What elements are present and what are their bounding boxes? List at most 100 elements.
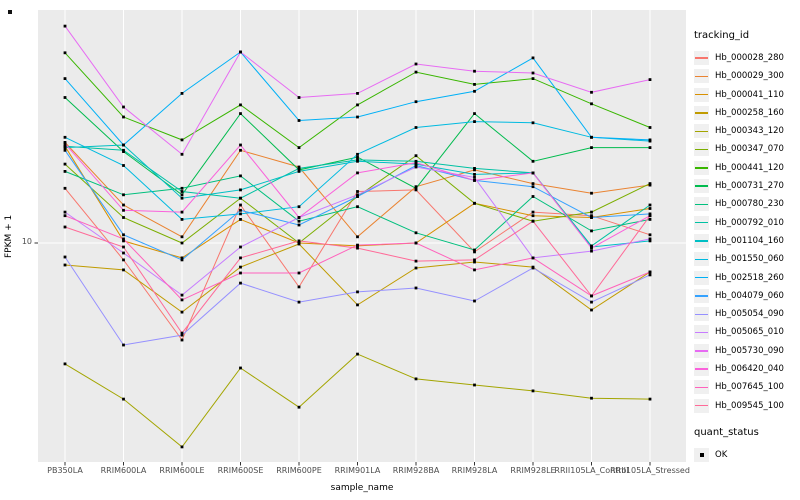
data-point [122, 239, 125, 243]
legend-entry: Hb_005730_090 [694, 343, 800, 358]
legend-key-line-icon [694, 105, 709, 120]
data-point [122, 143, 125, 147]
legend-entry: Hb_000343_120 [694, 124, 800, 139]
data-point [590, 396, 593, 400]
data-point [356, 205, 359, 209]
data-point [63, 77, 67, 80]
data-point [239, 281, 242, 285]
data-point [356, 246, 359, 250]
data-point [239, 196, 242, 200]
legend-key-line-icon [694, 307, 709, 322]
legend-key-line-icon [694, 362, 709, 377]
data-point [648, 138, 652, 142]
data-point [180, 293, 184, 297]
legend-entry: Hb_001550_060 [694, 252, 800, 267]
data-point [531, 195, 535, 198]
x-axis-title: sample_name [330, 483, 394, 493]
data-point [63, 210, 67, 214]
data-point [473, 248, 476, 252]
data-point [473, 112, 476, 115]
data-point [122, 268, 125, 272]
data-point [297, 223, 301, 227]
data-point [122, 343, 125, 347]
data-point [648, 397, 652, 401]
data-point [648, 183, 652, 187]
legend-key-line-icon [694, 288, 709, 303]
data-point [63, 135, 67, 139]
legend-key-line-icon [694, 215, 709, 230]
data-point [531, 266, 535, 270]
legend-key-line-icon [694, 160, 709, 175]
data-point [473, 173, 476, 176]
data-point [239, 245, 242, 249]
data-point [648, 214, 652, 218]
data-point [297, 285, 301, 289]
legend-key-line-icon [694, 197, 709, 212]
data-point [180, 193, 184, 197]
legend-entries-tracking-id: Hb_000028_280 Hb_000029_300 Hb_000041_110 H… [694, 51, 800, 413]
data-point [356, 290, 359, 294]
data-point [63, 362, 67, 366]
x-tick-label: RRIM901LA [334, 466, 381, 475]
data-point [414, 377, 418, 381]
data-point [122, 258, 125, 262]
data-point [590, 191, 593, 195]
data-point [473, 383, 476, 387]
stray-point-marker [8, 10, 12, 14]
data-point [63, 263, 67, 267]
legend-entry: Hb_001104_160 [694, 233, 800, 248]
legend-key-line-icon [694, 380, 709, 395]
data-point [473, 167, 476, 170]
legend-entry-label: Hb_000258_160 [715, 107, 784, 118]
legend-entries-quant-status: OK [694, 447, 800, 462]
legend-key-line-icon [694, 87, 709, 102]
data-point [590, 246, 593, 250]
data-point [473, 299, 476, 303]
legend-entry: Hb_000441_120 [694, 160, 800, 175]
legend-entry-label: Hb_005065_010 [715, 327, 784, 338]
data-point [356, 159, 359, 163]
data-point [648, 239, 652, 243]
data-point [297, 405, 301, 409]
data-point [531, 389, 535, 393]
legend-entry-label: Hb_006420_040 [715, 364, 784, 375]
data-point [122, 245, 125, 249]
data-point [297, 239, 301, 243]
legend-entry: Hb_000792_010 [694, 215, 800, 230]
data-point [122, 251, 125, 255]
x-tick-label: RRIM928BA [392, 466, 440, 475]
data-point [239, 174, 242, 178]
data-point [414, 259, 418, 263]
legend-entry: Hb_006420_040 [694, 362, 800, 377]
legend-entry-label: Hb_000028_280 [715, 53, 784, 63]
legend-entry: Hb_009545_100 [694, 398, 800, 413]
data-point [297, 168, 301, 172]
data-point [239, 148, 242, 152]
data-point [590, 216, 593, 219]
legend-entry: Hb_000347_070 [694, 142, 800, 157]
legend-entry-label: Hb_000343_120 [715, 126, 784, 137]
legend-title-quant-status: quant_status [694, 426, 759, 438]
data-point [239, 218, 242, 221]
data-point [590, 308, 593, 312]
legend-entry-label: Hb_000041_110 [715, 89, 784, 100]
x-tick-label: RRII105LA_Control [554, 466, 629, 475]
legend-entry-label: Hb_000029_300 [715, 71, 784, 82]
data-point [122, 233, 125, 237]
data-point [414, 164, 418, 167]
data-point [414, 286, 418, 290]
data-point [297, 170, 301, 173]
data-point [122, 164, 125, 167]
legend-entry-label: Hb_000441_120 [715, 162, 784, 173]
legend-key-line-icon [694, 398, 709, 413]
data-point [356, 155, 359, 159]
data-point [122, 237, 125, 241]
data-point [180, 235, 184, 239]
data-point [63, 148, 67, 152]
data-point [531, 214, 535, 218]
legend-key-line-icon [694, 233, 709, 248]
data-point [473, 168, 476, 172]
data-point [122, 115, 125, 119]
x-tick-label: RRIM600PE [276, 466, 322, 475]
